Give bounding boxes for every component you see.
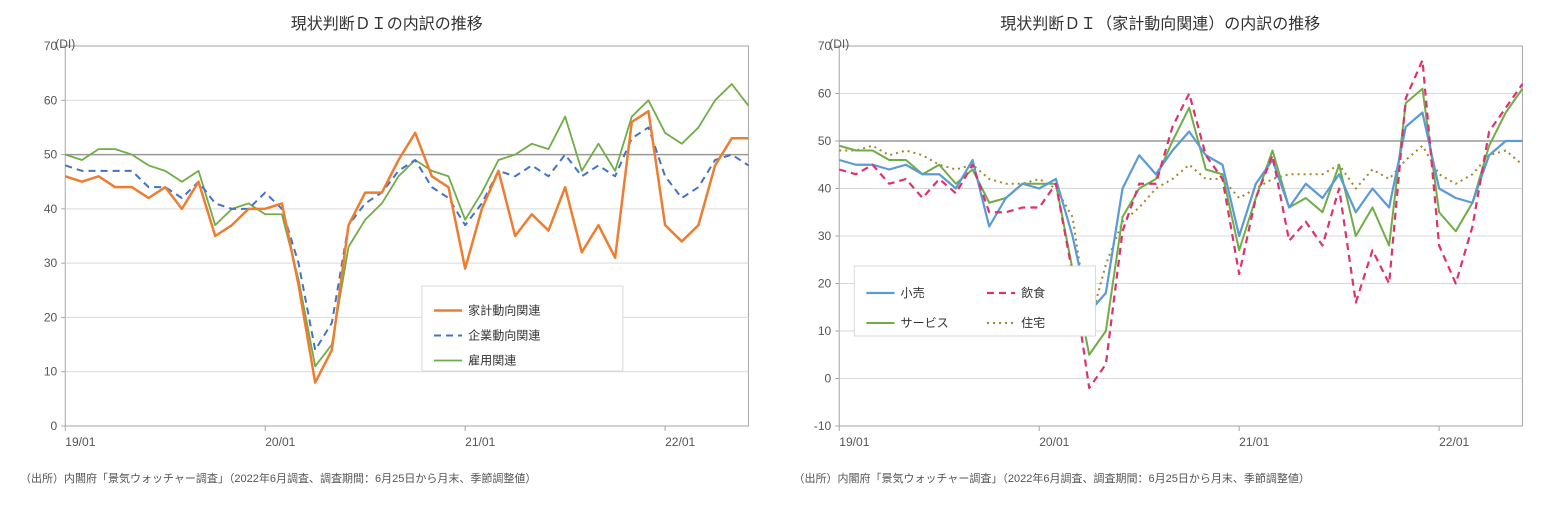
svg-text:0: 0 — [824, 372, 831, 386]
svg-text:住宅: 住宅 — [1021, 315, 1045, 330]
svg-text:60: 60 — [44, 93, 58, 107]
right-panel: 現状判断ＤＩ（家計動向関連）の内訳の推移 -100102030405060701… — [784, 10, 1538, 486]
svg-text:(DI): (DI) — [829, 37, 849, 51]
svg-text:10: 10 — [44, 365, 58, 379]
svg-text:30: 30 — [817, 229, 831, 243]
svg-text:21/01: 21/01 — [465, 435, 495, 449]
svg-text:40: 40 — [817, 182, 831, 196]
svg-text:雇用関連: 雇用関連 — [468, 353, 516, 368]
right-title: 現状判断ＤＩ（家計動向関連）の内訳の推移 — [784, 10, 1538, 34]
svg-text:60: 60 — [817, 87, 831, 101]
svg-text:20/01: 20/01 — [1039, 435, 1069, 449]
svg-text:0: 0 — [51, 419, 58, 433]
svg-text:30: 30 — [44, 256, 58, 270]
svg-text:50: 50 — [817, 134, 831, 148]
svg-text:19/01: 19/01 — [65, 435, 95, 449]
left-panel: 現状判断ＤＩの内訳の推移 01020304050607019/0120/0121… — [10, 10, 764, 486]
svg-text:-10: -10 — [813, 419, 831, 433]
svg-text:企業動向関連: 企業動向関連 — [468, 328, 540, 343]
svg-text:19/01: 19/01 — [839, 435, 869, 449]
svg-text:飲食: 飲食 — [1021, 285, 1045, 300]
charts-container: 現状判断ＤＩの内訳の推移 01020304050607019/0120/0121… — [10, 10, 1537, 486]
svg-text:50: 50 — [44, 148, 58, 162]
svg-text:20/01: 20/01 — [265, 435, 295, 449]
svg-text:20: 20 — [817, 277, 831, 291]
svg-text:20: 20 — [44, 310, 58, 324]
svg-text:小売: 小売 — [900, 285, 924, 300]
svg-text:10: 10 — [817, 324, 831, 338]
svg-text:サービス: サービス — [900, 316, 948, 330]
right-source: （出所）内閣府「景気ウォッチャー調査」（2022年6月調査、調査期間：6月25日… — [794, 470, 1538, 486]
svg-text:22/01: 22/01 — [1439, 435, 1469, 449]
left-title: 現状判断ＤＩの内訳の推移 — [10, 10, 764, 34]
svg-text:22/01: 22/01 — [665, 435, 695, 449]
svg-text:40: 40 — [44, 202, 58, 216]
svg-text:家計動向関連: 家計動向関連 — [468, 303, 540, 318]
svg-text:21/01: 21/01 — [1239, 435, 1269, 449]
left-chart: 01020304050607019/0120/0121/0122/01(DI)家… — [10, 36, 764, 466]
right-chart: -1001020304050607019/0120/0121/0122/01(D… — [784, 36, 1538, 466]
svg-text:(DI): (DI) — [55, 37, 75, 51]
left-source: （出所）内閣府「景気ウォッチャー調査」（2022年6月調査、調査期間：6月25日… — [20, 470, 764, 486]
